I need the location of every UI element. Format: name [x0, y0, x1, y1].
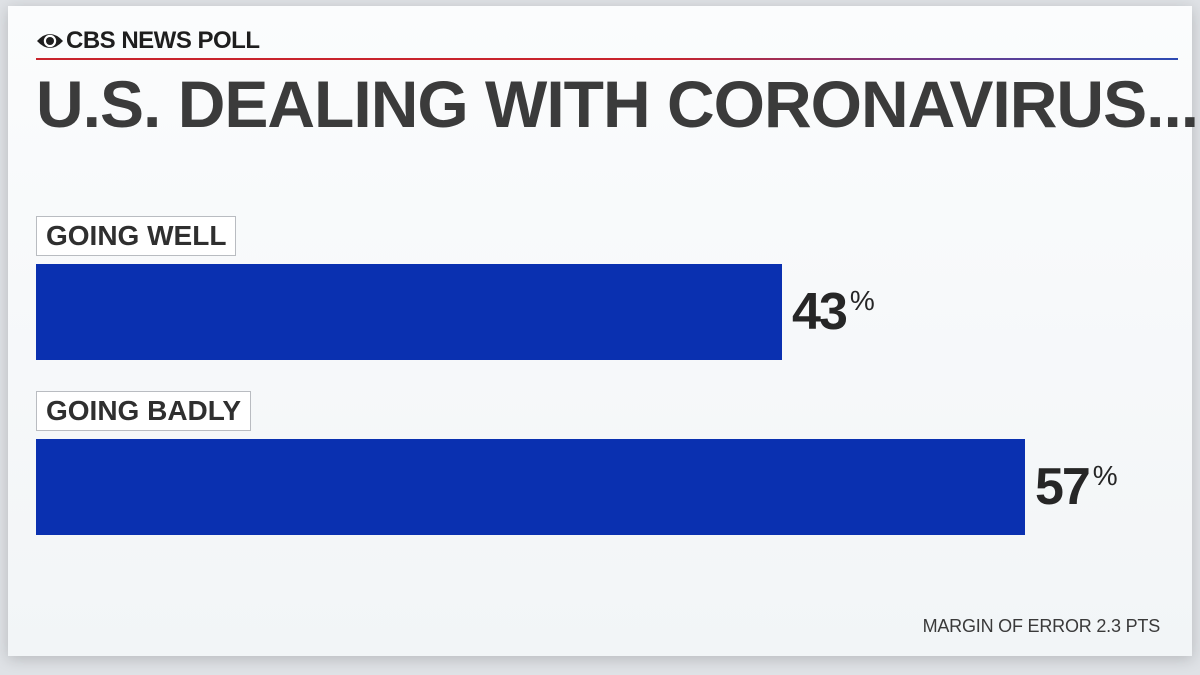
- chart-title: U.S. DEALING WITH CORONAVIRUS...: [36, 67, 1199, 141]
- data-label-value: 43: [792, 283, 848, 341]
- data-label: 43%: [792, 283, 875, 341]
- data-label-value: 57: [1034, 458, 1091, 516]
- brand: CBS NEWS POLL: [36, 27, 260, 54]
- data-label: 57%: [1034, 458, 1118, 516]
- poll-card: CBS NEWS POLL U.S. DEALING WITH CORONAVI…: [8, 6, 1199, 656]
- data-label-suffix: %: [849, 285, 875, 316]
- bar: [36, 439, 1025, 535]
- cbs-eye-icon: [37, 34, 63, 48]
- header-rule: [36, 58, 1178, 60]
- margin-of-error-note: MARGIN OF ERROR 2.3 PTS: [922, 616, 1161, 636]
- data-label-suffix: %: [1092, 460, 1118, 491]
- bar: [36, 264, 783, 360]
- category-label: GOING WELL: [36, 216, 237, 256]
- brand-text: CBS NEWS POLL: [66, 27, 260, 54]
- category-label: GOING BADLY: [36, 391, 251, 431]
